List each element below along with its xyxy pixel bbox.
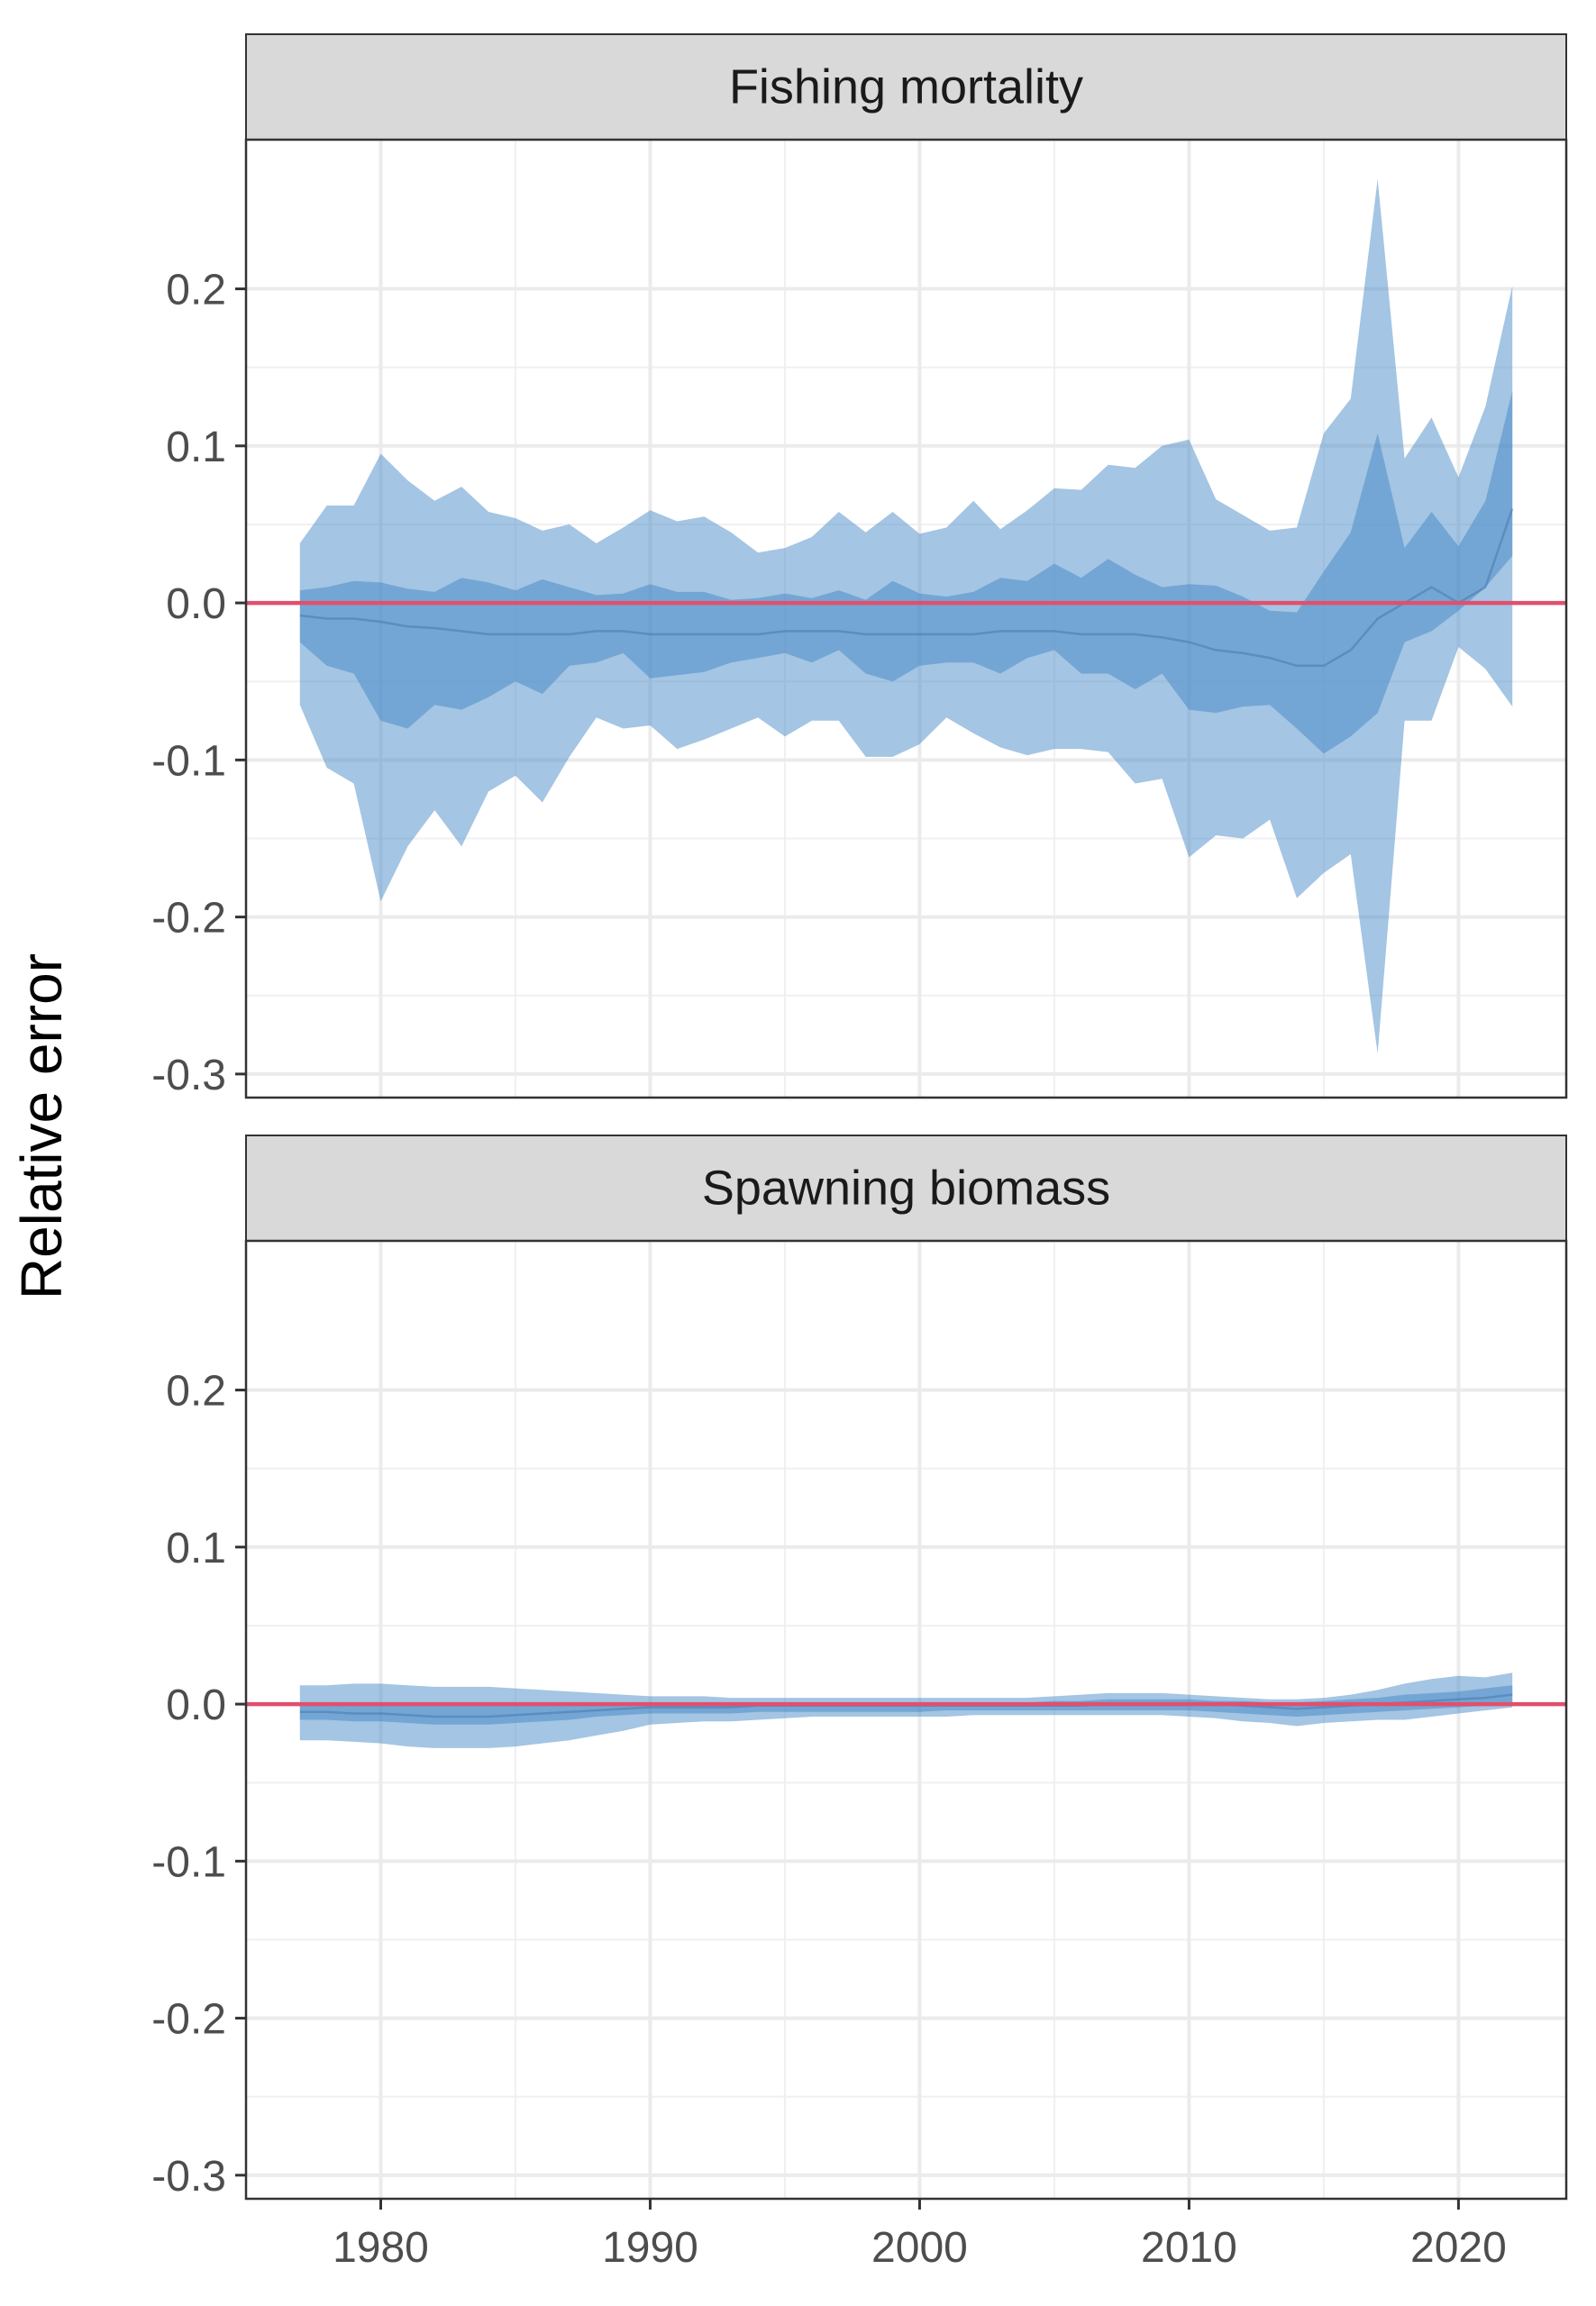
y-tick-label: 0.1 <box>166 1525 226 1572</box>
x-tick-label: 2000 <box>871 2224 968 2272</box>
y-tick-label: -0.1 <box>151 1838 226 1886</box>
y-tick-label: -0.1 <box>151 737 226 785</box>
x-tick-label: 2010 <box>1141 2224 1237 2272</box>
y-tick-label: 0.2 <box>166 267 226 314</box>
y-tick-label: 0.1 <box>166 424 226 471</box>
y-tick-label: -0.2 <box>151 895 226 943</box>
y-tick-label: -0.3 <box>151 1052 226 1099</box>
x-tick-label: 1990 <box>602 2224 698 2272</box>
x-tick-label: 1980 <box>333 2224 429 2272</box>
y-tick-label: -0.3 <box>151 2153 226 2201</box>
inner-interval-band <box>299 390 1513 754</box>
y-tick-label: 0.0 <box>166 1682 226 1729</box>
panel-spawning-biomass: Spawning biomass -0.3 -0.2 -0.1 0.0 0.1 0.2 <box>151 1135 1568 2201</box>
panel-title: Spawning biomass <box>702 1162 1110 1216</box>
panel-strip <box>245 33 1567 141</box>
panel-fishing-mortality: Fishing mortality -0.3 -0.2 -0.1 0.0 0.1 0.2 <box>151 33 1568 1099</box>
panel-strip <box>245 1135 1567 1242</box>
x-axis: 1980 1990 2000 2010 2020 <box>333 2199 1507 2272</box>
panel-border <box>244 138 1568 1099</box>
y-tick-label: 0.2 <box>166 1368 226 1416</box>
median-line <box>299 508 1514 668</box>
panel-border <box>244 1239 1568 2201</box>
x-tick-label: 2020 <box>1410 2224 1507 2272</box>
y-tick-label: -0.2 <box>151 1996 226 2044</box>
y-axis-title: Relative error <box>9 953 74 1299</box>
y-tick-label: 0.0 <box>166 580 226 628</box>
panel-title: Fishing mortality <box>729 60 1083 114</box>
